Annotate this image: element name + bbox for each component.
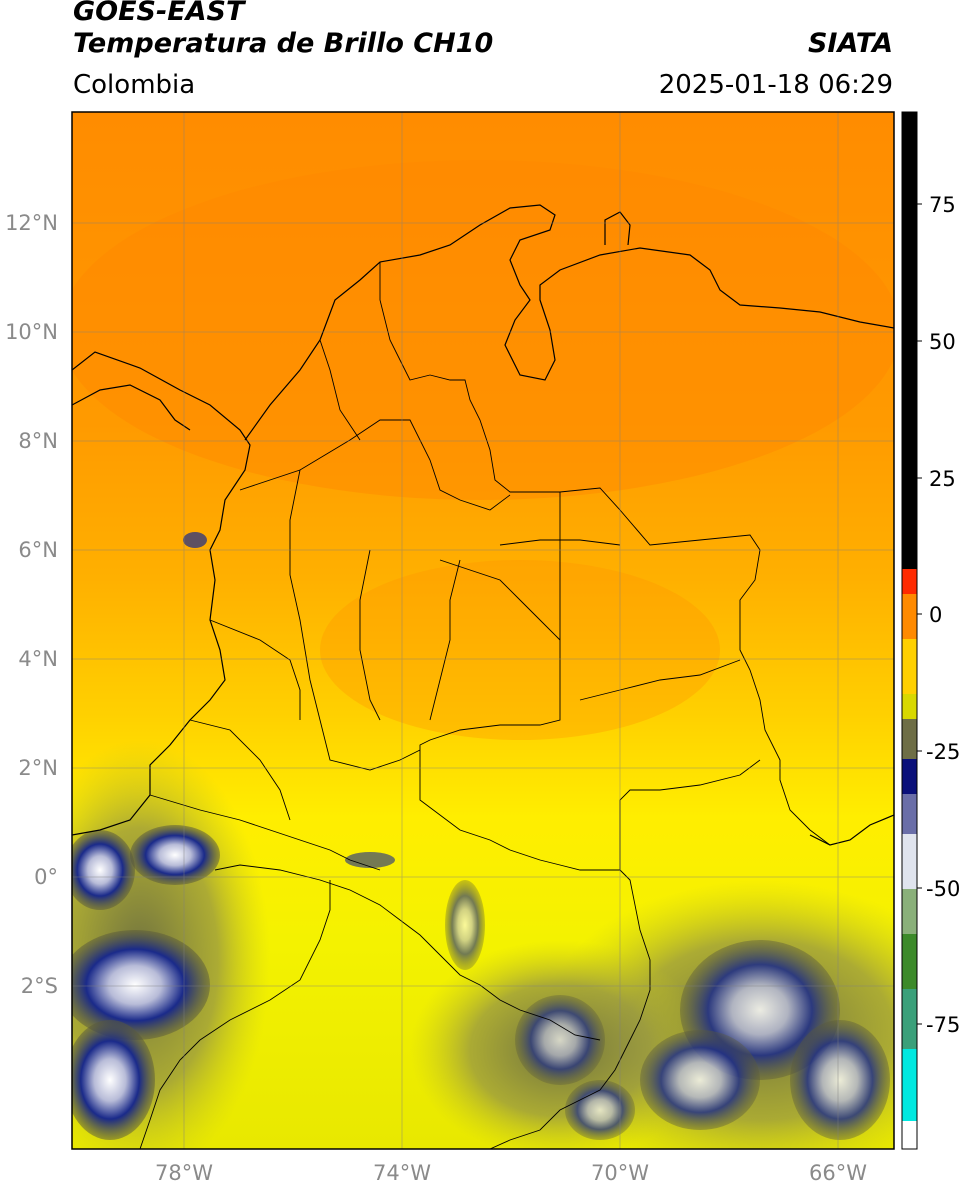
lon-axis: 78°W 74°W 70°W 66°W (155, 1161, 867, 1185)
colorbar-tick-label: 0 (929, 603, 942, 627)
colorbar-tick-label: -25 (926, 740, 960, 764)
colorbar-segment-lightgreen (902, 889, 917, 934)
colorbar-segment-yellow-olive (902, 694, 917, 719)
lat-tick-label: 6°N (18, 538, 58, 562)
colorbar-segment-yellow (902, 639, 917, 694)
colorbar-tick-label: 50 (929, 330, 956, 354)
lon-tick-label: 66°W (809, 1161, 867, 1185)
colorbar-tick-label: -75 (926, 1013, 960, 1037)
region-label: Colombia (73, 70, 196, 100)
colorbar-tick-label: 25 (929, 467, 956, 491)
lon-tick-label: 78°W (155, 1161, 213, 1185)
colorbar-segment-red (902, 569, 917, 594)
lat-axis: 12°N 10°N 8°N 6°N 4°N 2°N 0° 2°S (5, 211, 58, 998)
colorbar-segment-navy (902, 759, 917, 794)
lat-tick-label: 2°N (18, 756, 58, 780)
lat-tick-label: 0° (34, 865, 58, 889)
agency-label: SIATA (807, 28, 893, 59)
colorbar-segment-olive (902, 719, 917, 759)
lon-tick-label: 74°W (373, 1161, 431, 1185)
colorbar-segment-black (902, 112, 917, 569)
datetime-label: 2025-01-18 06:29 (658, 70, 893, 100)
lon-tick-label: 70°W (591, 1161, 649, 1185)
map-frame (71, 111, 895, 1150)
colorbar-frame (901, 111, 918, 1150)
satellite-imagery (72, 112, 894, 1149)
lat-tick-label: 10°N (5, 320, 58, 344)
colorbar-segment-lavender (902, 794, 917, 834)
colorbar-segment-green (902, 934, 917, 989)
satellite-title: GOES-EAST (73, 0, 245, 27)
colorbar: 75 50 25 0 -25 -50 -75 (901, 111, 960, 1150)
borders (139, 262, 831, 1149)
colorbar-segment-white (902, 834, 917, 889)
colorbar-segment-bottom-white (902, 1121, 917, 1149)
product-title: Temperatura de Brillo CH10 (73, 28, 494, 59)
lat-tick-label: 4°N (18, 647, 58, 671)
colorbar-tick-label: 75 (929, 193, 956, 217)
lat-tick-label: 8°N (18, 429, 58, 453)
lat-tick-label: 2°S (21, 974, 58, 998)
colorbar-segment-orange (902, 594, 917, 639)
colorbar-segment-teal (902, 989, 917, 1049)
lat-tick-label: 12°N (5, 211, 58, 235)
colorbar-segment-cyan (902, 1049, 917, 1121)
colorbar-tick-label: -50 (926, 877, 960, 901)
gridlines (72, 112, 894, 1149)
